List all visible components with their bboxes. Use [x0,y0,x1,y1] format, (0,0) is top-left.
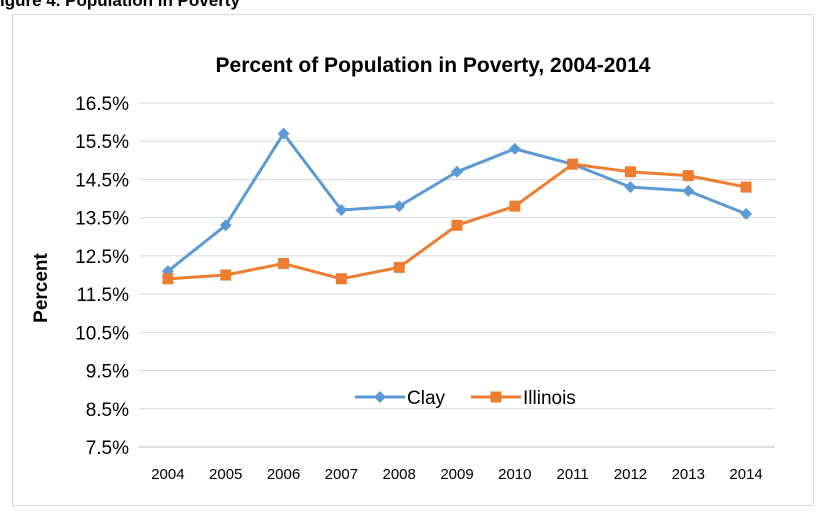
data-point-illinois [682,170,694,182]
data-point-illinois [220,269,232,281]
data-point-clay [219,219,232,232]
x-tick-label: 2006 [267,466,300,483]
data-point-illinois [393,261,405,273]
series-lines [161,127,753,285]
legend-marker-illinois [490,391,502,403]
y-tick-label: 10.5% [75,323,129,344]
x-tick-label: 2012 [614,466,647,483]
legend: Clay Illinois [355,388,576,409]
series-line-clay [166,132,747,273]
x-tick-label: 2014 [729,466,762,483]
data-point-clay [624,181,637,194]
y-tick-label: 12.5% [75,247,129,268]
legend-marker-clay [374,391,386,403]
y-tick-label: 14.5% [75,170,129,191]
y-tick-label: 15.5% [75,132,129,153]
x-tick-label: 2013 [672,466,705,483]
y-tick-label: 9.5% [86,362,129,383]
data-point-clay [740,207,753,220]
x-tick-label: 2010 [498,466,531,483]
x-tick-label: 2008 [382,466,415,483]
line-chart: Percent of Population in Poverty, 2004-2… [31,54,775,483]
x-tick-label: 2005 [209,466,242,483]
data-point-clay [508,142,521,155]
data-point-illinois [740,181,752,193]
x-tick-label: 2011 [557,466,589,483]
x-tick-labels: 2004 2005 2006 2007 2008 2009 2010 2011 2012 2013… [151,466,763,483]
y-tick-label: 11.5% [77,285,130,306]
gridlines [139,102,775,448]
y-tick-label: 8.5% [86,400,129,421]
data-point-clay [335,204,348,217]
chart-title: Percent of Population in Poverty, 2004-2… [216,54,651,77]
data-point-illinois [509,200,521,212]
data-point-clay [682,184,695,197]
data-point-illinois [451,219,463,231]
figure-caption: igure 4. Population in Poverty [0,0,240,10]
y-tick-label: 7.5% [86,438,129,459]
x-tick-label: 2004 [151,466,184,483]
x-tick-label: 2009 [440,466,473,483]
x-tick-label: 2007 [325,466,358,483]
y-axis-label: Percent [31,252,52,322]
y-tick-labels: 7.5% 8.5% 9.5% 10.5% 11.5% 12.5% 13.5% 14.5% 15.… [75,94,129,459]
data-point-illinois [335,273,347,285]
data-point-illinois [162,273,174,285]
data-point-clay [277,127,290,140]
figure-caption-strip: igure 4. Population in Poverty [0,0,825,24]
data-point-illinois [567,158,579,170]
y-tick-label: 16.5% [75,94,129,115]
legend-label-illinois: Illinois [523,388,576,409]
legend-label-clay: Clay [407,388,446,409]
data-point-clay [393,200,406,213]
chart-frame: Percent of Population in Poverty, 2004-2… [12,14,814,506]
data-point-clay [451,165,463,178]
y-tick-label: 13.5% [75,209,129,230]
data-point-illinois [624,166,636,178]
data-point-illinois [278,258,290,270]
